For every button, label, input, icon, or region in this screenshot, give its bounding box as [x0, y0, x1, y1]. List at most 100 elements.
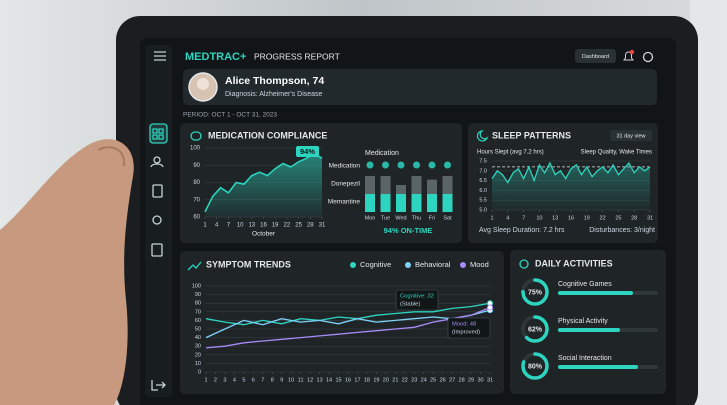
check-icon: [382, 161, 389, 169]
x-tick-label: 3: [223, 377, 226, 383]
nav-logout[interactable]: [151, 380, 166, 391]
x-tick-label: 19: [584, 215, 590, 221]
avatar-face: [197, 78, 209, 90]
bar-segment: [380, 176, 391, 194]
bell-icon[interactable]: [623, 51, 634, 61]
y-tick-label: 100: [192, 283, 201, 289]
y-tick-label: 6.0: [479, 188, 487, 194]
bar-segment: [442, 194, 453, 212]
x-tick-label: 16: [345, 377, 351, 383]
x-tick-label: Thu: [412, 215, 421, 221]
dashboard-button[interactable]: [575, 49, 616, 63]
y-tick-label: 100: [190, 146, 201, 152]
x-tick-label: 16: [568, 215, 574, 221]
legend-dot: [405, 262, 411, 268]
x-tick-label: 26: [440, 377, 446, 383]
x-tick-label: 10: [288, 377, 294, 383]
end-point: [487, 304, 493, 311]
x-tick-label: 13: [317, 377, 323, 383]
x-tick-label: 4: [233, 377, 236, 383]
x-tick-label: 20: [383, 377, 389, 383]
x-tick-label: 13: [552, 215, 558, 221]
area-fill: [205, 153, 322, 217]
nav-settings[interactable]: [152, 215, 162, 225]
x-tick-label: 25: [615, 215, 621, 221]
bar-segment: [442, 176, 453, 194]
annotation: (Stable): [400, 302, 420, 308]
sidebar: [145, 45, 172, 397]
nav-notes[interactable]: [151, 243, 163, 257]
settings-icon[interactable]: [642, 51, 654, 63]
y-tick-label: 6.5: [479, 178, 487, 184]
x-tick-label: 24: [421, 377, 427, 383]
check-icon: [366, 161, 374, 169]
ring: [521, 352, 549, 380]
x-tick-label: 28: [631, 215, 637, 221]
bar-segment: [396, 185, 406, 194]
x-tick-label: 19: [272, 223, 279, 229]
y-tick-label: 10: [195, 361, 201, 367]
title-icon: [190, 131, 202, 141]
nav-reports[interactable]: [152, 184, 163, 198]
x-tick-label: Fri: [429, 215, 435, 221]
badge: [610, 130, 652, 141]
bar-segment: [427, 194, 437, 212]
notification-dot: [629, 49, 635, 55]
x-tick-label: Tue: [381, 215, 390, 221]
x-tick-label: 13: [248, 223, 255, 229]
x-tick-label: 25: [295, 223, 302, 229]
row-label: Memantine: [328, 199, 361, 206]
badge-label: 31 day view: [616, 133, 645, 139]
bar-segment: [427, 179, 437, 194]
x-tick-label: 23: [411, 377, 417, 383]
annotation: 94%: [300, 147, 315, 156]
y-tick-label: 60: [193, 215, 200, 221]
x-tick-label: 14: [326, 377, 332, 383]
nav-patients[interactable]: [153, 156, 161, 164]
x-tick-label: 7: [522, 215, 525, 221]
ring-label: 80%: [528, 363, 543, 370]
brand: MEDTRAC+: [185, 51, 246, 63]
y-tick-label: 60: [195, 318, 201, 324]
x-tick-label: 1: [203, 223, 207, 229]
x-tick-label: 22: [600, 215, 606, 221]
x-tick-label: 11: [298, 377, 304, 383]
menu-icon[interactable]: [154, 51, 166, 61]
x-tick-label: 18: [364, 377, 370, 383]
x-tick-label: 28: [307, 223, 314, 229]
y-tick-label: 30: [195, 344, 201, 350]
y-tick-label: 5.5: [479, 198, 487, 204]
dashboard-button-label: Dashboard: [582, 54, 609, 60]
x-tick-label: Sat: [443, 215, 452, 221]
bar-segment: [396, 194, 406, 212]
bar-segment: [380, 194, 391, 212]
x-tick-label: 5: [242, 377, 245, 383]
x-tick-label: 2: [214, 377, 217, 383]
x-tick-label: 17: [354, 377, 360, 383]
annotation-box: [296, 146, 319, 157]
patient-diagnosis: Diagnosis: Alzheimer's Disease: [225, 91, 323, 98]
legend-label: Cognitive: [360, 260, 391, 269]
x-axis-label: October: [252, 231, 276, 238]
y-tick-label: 70: [193, 197, 200, 203]
y-tick-label: 50: [195, 326, 201, 332]
nav-dashboard-icon: [152, 128, 164, 140]
bar-segment: [365, 194, 375, 212]
x-tick-label: 30: [477, 377, 483, 383]
x-tick-label: 12: [307, 377, 313, 383]
x-tick-label: Wed: [395, 215, 406, 221]
line: [205, 306, 491, 349]
nav-patients-body: [150, 163, 164, 168]
right-label: Sleep Quality, Wake Times: [581, 150, 652, 156]
sidebar-icons: [149, 51, 168, 391]
y-tick-label: 80: [193, 180, 200, 186]
y-tick-label: 7.0: [479, 168, 487, 174]
x-tick-label: 29: [468, 377, 474, 383]
line: [204, 152, 323, 213]
row-label: Donepezil: [331, 181, 360, 188]
x-tick-label: Mon: [365, 215, 376, 221]
moon-icon: [476, 130, 489, 142]
annotation-box: [447, 317, 491, 339]
x-tick-label: 27: [449, 377, 455, 383]
